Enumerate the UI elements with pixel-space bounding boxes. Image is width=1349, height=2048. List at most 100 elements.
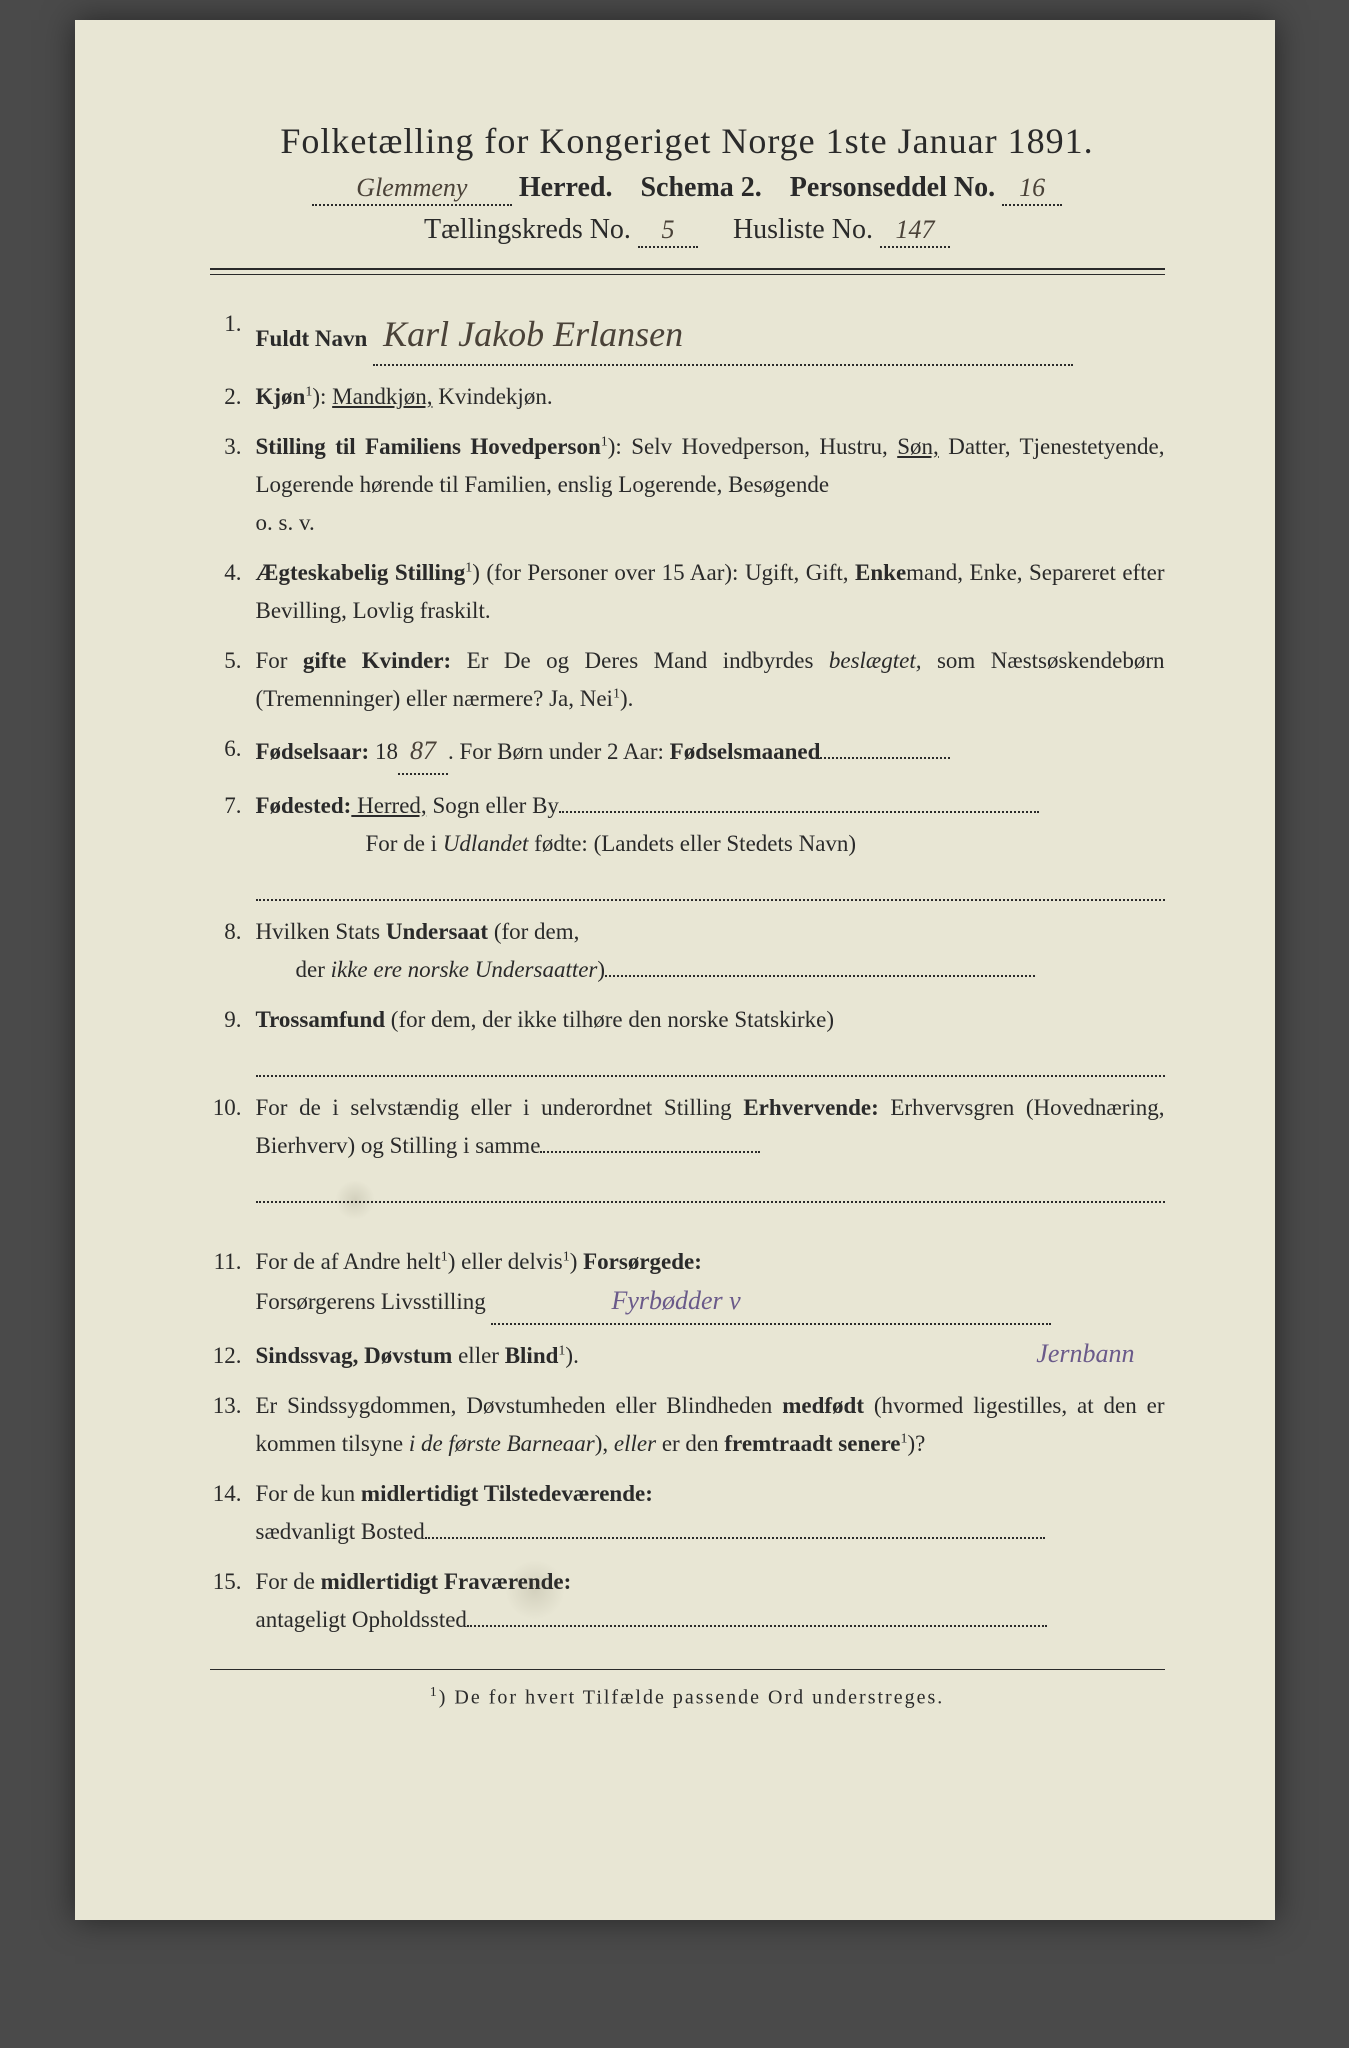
entry-num: 11. — [210, 1243, 256, 1326]
blind-label: Blind — [505, 1343, 559, 1368]
husliste-no: 147 — [895, 215, 934, 244]
paper-stain — [505, 1560, 565, 1620]
paper-stain — [335, 1180, 375, 1220]
e5-kvinder: Kvinder: — [362, 648, 451, 673]
kjon-label: Kjøn — [256, 384, 306, 409]
entry-2: 2. Kjøn1): Mandkjøn, Kvindekjøn. — [210, 378, 1165, 416]
erhvervende-label: Erhvervende: — [743, 1095, 878, 1120]
forsorgede-label: Forsørgede: — [583, 1249, 702, 1274]
entry-num: 14. — [210, 1475, 256, 1551]
entry-num: 6. — [210, 730, 256, 775]
entry-num: 10. — [210, 1089, 256, 1231]
sindssvag-label: Sindssvag, Døvstum — [256, 1343, 453, 1368]
spacer — [256, 1203, 1165, 1231]
fuldt-navn-label: Fuldt Navn — [256, 326, 368, 351]
entry-1: 1. Fuldt Navn Karl Jakob Erlansen — [210, 305, 1165, 366]
entry-7: 7. Fødested: Herred, Sogn eller By For d… — [210, 787, 1165, 901]
entry-6: 6. Fødselsaar: 1887. For Børn under 2 Aa… — [210, 730, 1165, 775]
stilling-text: Selv Hovedperson, Hustru, — [631, 434, 897, 459]
fodested-text: Sogn eller By — [427, 793, 559, 818]
antageligt-opholdssted: antageligt Opholdssted — [256, 1607, 467, 1632]
kreds-label: Tællingskreds No. — [424, 214, 631, 245]
dotted-line — [256, 869, 1165, 901]
fremtraadt-label: fremtraadt senere — [724, 1431, 900, 1456]
schema-label: Schema 2. — [640, 172, 761, 203]
herred-value: Glemmeny — [356, 173, 467, 202]
entry-num: 9. — [210, 1001, 256, 1077]
fodested-label: Fødested: — [256, 793, 352, 818]
entry-12: 12. Sindssvag, Døvstum eller Blind1). Je… — [210, 1337, 1165, 1375]
entry-num: 4. — [210, 554, 256, 630]
undersaat-label: Undersaat — [386, 919, 488, 944]
entry-15: 15. For de midlertidigt Fraværende: anta… — [210, 1563, 1165, 1639]
e12-handwritten: Jernbann — [1036, 1333, 1134, 1376]
personseddel-label: Personseddel No. — [790, 172, 995, 203]
fodselsaar-label: Fødselsaar: — [256, 739, 370, 764]
entry-num: 5. — [210, 642, 256, 718]
kreds-no: 5 — [661, 215, 674, 244]
herred-label: Herred. — [519, 172, 613, 203]
forsorger-value: Fyrbødder v — [611, 1286, 740, 1315]
entry-14: 14. For de kun midlertidigt Tilstedevære… — [210, 1475, 1165, 1551]
forste-barneaar: i de første Barneaar — [409, 1431, 595, 1456]
footnote: 1) De for hvert Tilfælde passende Ord un… — [210, 1685, 1165, 1710]
kjon-mand: Mandkjøn, — [332, 384, 432, 409]
saedvanligt-bosted: sædvanligt Bosted — [256, 1519, 425, 1544]
stilling-osv: o. s. v. — [256, 510, 315, 535]
header-line-2: Glemmeny Herred. Schema 2. Personseddel … — [210, 172, 1165, 206]
trossamfund-label: Trossamfund — [256, 1007, 386, 1032]
entry-num: 8. — [210, 913, 256, 989]
entry-13: 13. Er Sindssygdommen, Døvstumheden elle… — [210, 1387, 1165, 1463]
tilstedevaerende-label: midlertidigt Tilstedeværende: — [361, 1481, 653, 1506]
footnote-text: ) De for hvert Tilfælde passende Ord und… — [439, 1687, 944, 1709]
entry-num: 1. — [210, 305, 256, 366]
husliste-label: Husliste No. — [733, 214, 873, 245]
aegte-enke: Enke — [855, 560, 906, 585]
medfodt-label: medfødt — [782, 1393, 864, 1418]
stilling-label: Stilling til Familiens Hovedperson — [256, 434, 601, 459]
sup: 1 — [613, 686, 620, 701]
e5-beslaegtet: beslægtet, — [829, 648, 922, 673]
e5-gifte: gifte — [303, 648, 346, 673]
form-title: Folketælling for Kongeriget Norge 1ste J… — [210, 120, 1165, 162]
sup: 1 — [465, 560, 472, 575]
sup: 1 — [601, 435, 608, 450]
fodselsmaaned-label: Fødselsmaaned — [670, 739, 821, 764]
entry-num: 7. — [210, 787, 256, 901]
fuldt-navn-value: Karl Jakob Erlansen — [383, 314, 683, 354]
ikke-norske: ikke ere norske Undersaatter — [331, 957, 598, 982]
sup: 1 — [305, 385, 312, 400]
e5-pre: For — [256, 648, 303, 673]
entry-8: 8. Hvilken Stats Undersaat (for dem, der… — [210, 913, 1165, 989]
divider-bottom — [210, 1669, 1165, 1670]
personseddel-no: 16 — [1019, 173, 1045, 202]
entry-num: 15. — [210, 1563, 256, 1639]
dotted-line — [256, 1171, 1165, 1203]
fodested-herred: Herred, — [351, 793, 426, 818]
entry-3: 3. Stilling til Familiens Hovedperson1):… — [210, 428, 1165, 542]
e5-text: Er De og Deres Mand indbyrdes — [451, 648, 829, 673]
entry-num: 12. — [210, 1337, 256, 1375]
entry-num: 13. — [210, 1387, 256, 1463]
divider-top-thin — [210, 274, 1165, 275]
entry-5: 5. For gifte Kvinder: Er De og Deres Man… — [210, 642, 1165, 718]
aegte-text: Ugift, Gift, — [745, 560, 855, 585]
stilling-son: Søn, — [897, 434, 939, 459]
forsorger-livsstilling: Forsørgerens Livsstilling — [256, 1289, 486, 1314]
entry-num: 3. — [210, 428, 256, 542]
dotted-line — [256, 1045, 1165, 1077]
header-line-3: Tællingskreds No. 5 Husliste No. 147 — [210, 214, 1165, 248]
entry-11: 11. For de af Andre helt1) eller delvis1… — [210, 1243, 1165, 1326]
trossamfund-text: (for dem, der ikke tilhøre den norske St… — [385, 1007, 834, 1032]
kjon-kvinde: Kvindekjøn. — [432, 384, 552, 409]
entry-9: 9. Trossamfund (for dem, der ikke tilhør… — [210, 1001, 1165, 1077]
entry-4: 4. Ægteskabelig Stilling1) (for Personer… — [210, 554, 1165, 630]
aegte-label: Ægteskabelig Stilling — [256, 560, 466, 585]
aegte-paren: (for Personer over 15 Aar): — [480, 560, 745, 585]
fodselsaar-value: 87 — [410, 736, 436, 765]
census-form-page: Folketælling for Kongeriget Norge 1ste J… — [75, 20, 1275, 1920]
entry-num: 2. — [210, 378, 256, 416]
udlandet: Udlandet — [443, 831, 529, 856]
divider-top-thick — [210, 268, 1165, 270]
e6-mid: . For Børn under 2 Aar: — [448, 739, 670, 764]
